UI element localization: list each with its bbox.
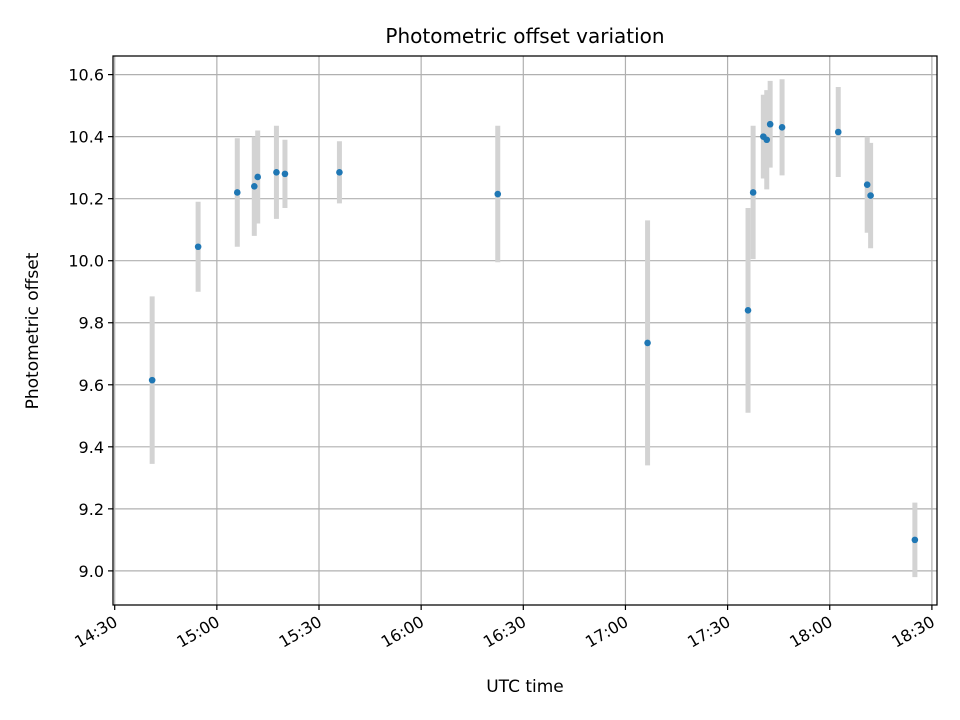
data-point bbox=[766, 120, 774, 128]
data-point bbox=[233, 189, 241, 196]
data-point bbox=[336, 169, 343, 176]
data-point bbox=[194, 243, 202, 251]
x-tick-label: 15:00 bbox=[173, 612, 222, 652]
data-point bbox=[911, 536, 919, 544]
y-tick-label: 10.6 bbox=[68, 66, 104, 85]
plot-frame bbox=[112, 55, 938, 606]
data-point bbox=[749, 189, 757, 196]
y-tick-label: 10.0 bbox=[68, 252, 104, 271]
data-point bbox=[863, 181, 871, 189]
x-tick-label: 16:00 bbox=[378, 612, 427, 652]
chart-title: Photometric offset variation bbox=[385, 24, 664, 48]
x-tick-label: 15:30 bbox=[276, 612, 325, 652]
y-tick-label: 10.4 bbox=[68, 128, 104, 147]
data-point bbox=[251, 182, 258, 190]
x-tick-label: 16:30 bbox=[480, 612, 529, 652]
data-point bbox=[148, 376, 156, 384]
data-points bbox=[148, 120, 919, 544]
x-tick-label: 18:30 bbox=[888, 612, 937, 652]
x-tick-label: 17:00 bbox=[582, 612, 631, 652]
y-tick-label: 9.2 bbox=[79, 500, 104, 519]
x-tick-label: 14:30 bbox=[71, 612, 120, 652]
data-point bbox=[763, 136, 771, 144]
x-axis-label: UTC time bbox=[486, 677, 564, 697]
data-point bbox=[281, 170, 289, 178]
data-point bbox=[834, 128, 842, 136]
data-point bbox=[778, 124, 786, 131]
y-tick-label: 9.6 bbox=[79, 376, 104, 395]
y-tick-label: 9.8 bbox=[79, 314, 104, 333]
y-axis-ticks: 9.0 9.2 9.4 9.6 9.8 10.0 10.2 10.4 10.6 bbox=[68, 66, 113, 581]
error-bars bbox=[149, 79, 918, 578]
x-axis-ticks: 14:30 15:00 15:30 16:00 16:30 17:00 17:30 18:00… bbox=[71, 605, 938, 652]
y-axis-label: Photometric offset bbox=[23, 252, 43, 409]
grid bbox=[113, 56, 937, 605]
x-tick-label: 17:30 bbox=[684, 612, 733, 652]
data-point bbox=[494, 190, 502, 198]
y-tick-label: 10.2 bbox=[68, 190, 104, 209]
data-point bbox=[254, 173, 262, 181]
y-tick-label: 9.0 bbox=[79, 562, 104, 581]
x-tick-label: 18:00 bbox=[786, 612, 835, 652]
data-point bbox=[744, 307, 752, 314]
data-point bbox=[644, 339, 651, 347]
data-point bbox=[867, 192, 874, 199]
y-tick-label: 9.4 bbox=[79, 438, 104, 457]
data-point bbox=[273, 169, 280, 176]
